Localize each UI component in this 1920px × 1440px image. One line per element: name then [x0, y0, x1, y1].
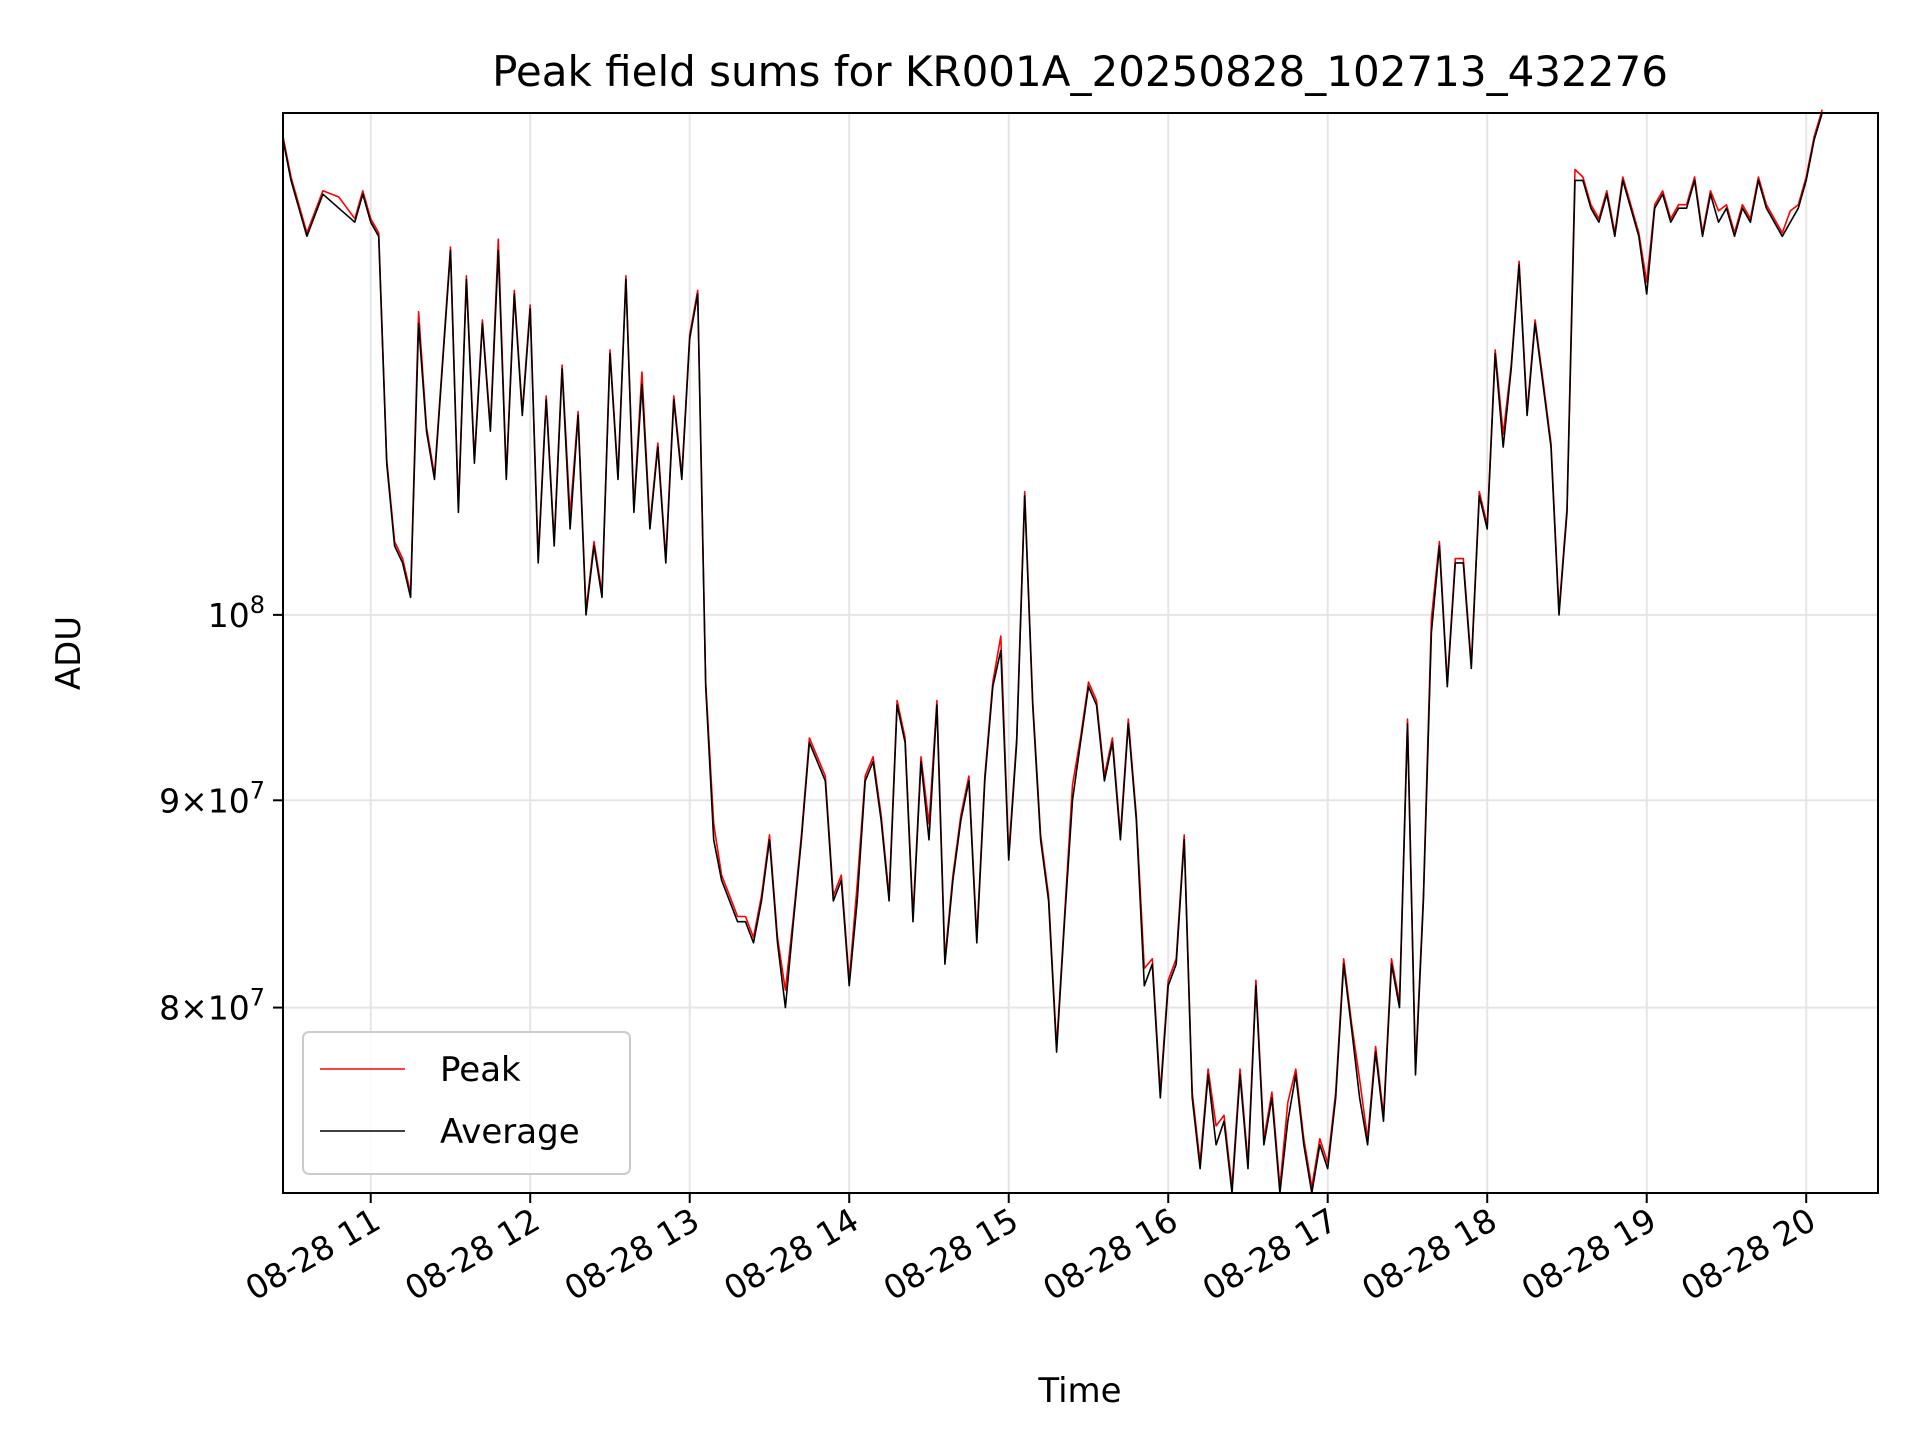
- series-group: [282, 109, 1823, 1194]
- y-tick-label: 9×107: [159, 776, 265, 820]
- y-axis-ticks: 8×107 9×107 108: [159, 591, 283, 1028]
- x-axis-label: Time: [1037, 1371, 1121, 1411]
- series-line-average: [282, 112, 1823, 1194]
- y-tick-label: 8×107: [159, 984, 265, 1028]
- plot-frame: [282, 112, 1879, 1194]
- legend: Peak Average: [302, 1031, 631, 1175]
- legend-label-peak: Peak: [440, 1050, 521, 1090]
- legend-label-average: Average: [440, 1112, 580, 1152]
- y-axis-label: ADU: [49, 616, 89, 690]
- chart-title: Peak field sums for KR001A_20250828_1027…: [492, 47, 1668, 96]
- legend-box: [302, 1031, 631, 1175]
- y-tick-label: 108: [208, 591, 265, 635]
